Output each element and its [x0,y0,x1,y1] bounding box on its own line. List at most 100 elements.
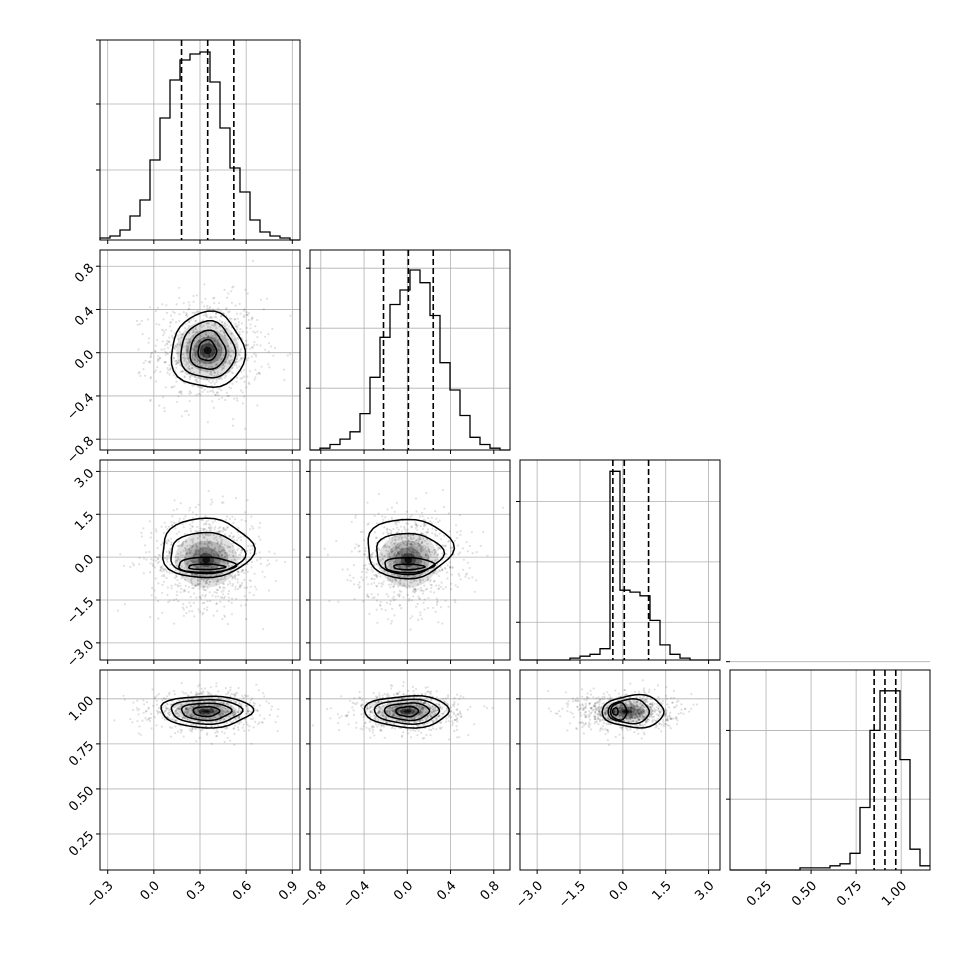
sample-point [204,364,207,367]
sample-point [369,706,373,709]
sample-point [202,708,205,711]
sample-point [184,578,187,581]
sample-point [143,703,146,706]
sample-point [626,720,629,723]
sample-point [215,561,218,565]
sample-point [167,539,171,543]
sample-point [204,297,207,300]
sample-point [218,586,221,589]
sample-point [337,722,340,725]
sample-point [619,706,622,709]
sample-point [636,705,639,709]
sample-point [408,707,412,710]
sample-point [162,573,165,576]
sample-point [420,711,423,714]
sample-point [432,708,435,711]
sample-point [386,554,389,557]
sample-point [424,547,427,550]
sample-point [162,334,165,337]
sample-point [369,706,372,709]
sample-point [389,562,392,565]
sample-point [373,581,376,584]
sample-point [400,710,403,714]
sample-point [198,554,201,557]
sample-point [374,695,377,698]
sample-point [213,537,216,540]
sample-point [679,711,682,715]
sample-point [220,389,223,392]
sample-point [192,317,195,320]
sample-point [397,552,400,556]
sample-point [213,296,216,299]
sample-point [396,692,399,695]
sample-point [190,582,194,585]
sample-point [393,706,396,709]
sample-point [201,351,205,354]
sample-point [637,718,640,721]
sample-point [232,285,235,288]
sample-point [451,722,455,725]
sample-point [198,704,201,707]
sample-point [406,706,409,710]
sample-point [389,532,392,535]
sample-point [418,704,421,708]
sample-point [641,710,644,713]
sample-point [238,333,241,336]
sample-point [653,707,656,710]
sample-point [209,580,212,583]
sample-point [386,566,389,569]
sample-point [172,357,175,360]
sample-point [119,553,122,556]
sample-point [192,553,195,556]
sample-point [392,560,395,563]
sample-point [377,709,380,712]
sample-point [408,586,411,589]
sample-point [195,393,198,396]
sample-point [453,729,456,733]
sample-point [471,576,474,579]
sample-point [224,615,227,618]
sample-point [155,559,158,562]
sample-point [240,322,243,325]
sample-point [213,528,216,531]
sample-point [132,701,135,704]
sample-point [165,558,169,562]
sample-point [194,319,197,322]
sample-point [143,374,147,377]
sample-point [199,595,202,599]
sample-point [358,581,361,584]
sample-point [163,557,166,560]
sample-point [251,548,254,551]
sample-point [156,360,159,363]
sample-point [140,319,143,323]
sample-point [186,695,190,698]
sample-point [213,302,216,305]
sample-point [390,559,393,562]
sample-point [394,522,397,525]
sample-point [144,716,147,720]
sample-point [235,343,238,346]
sample-point [185,606,188,609]
sample-point [421,592,425,595]
sample-point [206,307,209,310]
sample-point [203,388,206,392]
sample-point [138,725,141,728]
sample-point [230,332,233,335]
sample-point [248,311,251,315]
sample-point [657,713,660,717]
sample-point [233,397,236,400]
sample-point [194,716,197,719]
sample-point [425,587,429,591]
sample-point [364,563,367,567]
sample-point [429,690,433,693]
sample-point [178,571,182,574]
sample-point [168,550,171,553]
sample-point [208,354,211,357]
sample-point [434,709,437,712]
sample-point [213,710,216,713]
sample-point [384,609,387,612]
sample-point [220,315,223,318]
sample-point [192,330,195,334]
sample-point [366,593,369,596]
sample-point [369,710,372,714]
